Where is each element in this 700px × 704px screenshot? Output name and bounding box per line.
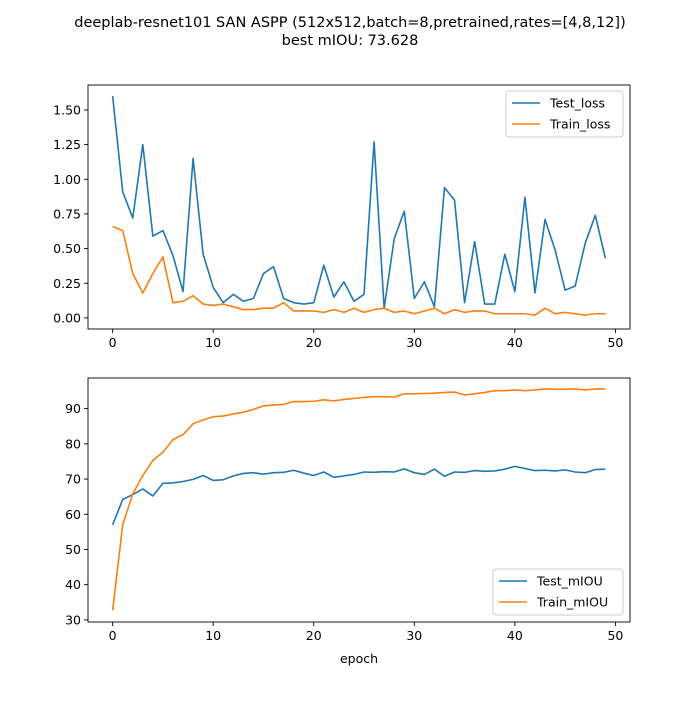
y-tick-label: 70	[65, 472, 81, 487]
y-tick-label: 60	[65, 507, 81, 522]
y-tick-label: 30	[65, 612, 81, 627]
x-tick-label: 0	[109, 335, 117, 350]
x-axis-label: epoch	[340, 651, 378, 666]
x-tick-label: 40	[507, 628, 523, 643]
x-tick-label: 30	[406, 628, 422, 643]
y-tick-label: 1.00	[53, 172, 81, 187]
legend: Test_loss Train_loss	[505, 90, 624, 138]
legend-label: Train_loss	[549, 117, 610, 132]
y-tick-label: 1.50	[53, 102, 81, 117]
train-loss-line	[112, 225, 606, 316]
y-tick-label: 90	[65, 401, 81, 416]
x-tick-label: 40	[507, 335, 523, 350]
legend-label: Train_mIOU	[536, 595, 608, 610]
x-tick-label: 20	[306, 335, 322, 350]
loss-panel: 0 10 20 30 40 50 0.00 0.25 0.50 0.75 1.00 1.25 1.50 T…	[53, 84, 631, 350]
miou-panel: 0 10 20 30 40 5030405060708090epochTest_mIOUT…	[65, 377, 631, 666]
legend: Test_mIOU Train_mIOU	[492, 568, 624, 616]
x-tick-label: 50	[607, 628, 623, 643]
test-miou-line	[111, 465, 606, 526]
chart-title-line2: best mIOU: 73.628	[282, 33, 419, 49]
y-tick-label: 0.75	[53, 206, 81, 221]
y-tick-label: 80	[65, 436, 81, 451]
x-tick-label: 50	[607, 335, 623, 350]
y-tick-label: 40	[65, 577, 81, 592]
x-tick-label: 0	[109, 628, 117, 643]
train-miou-line	[111, 388, 606, 611]
y-tick-label: 50	[65, 542, 81, 557]
legend-label: Test_loss	[549, 96, 605, 111]
chart-title-line1: deeplab-resnet101 SAN ASPP (512x512,batc…	[74, 15, 626, 31]
y-tick-label: 0.50	[53, 241, 81, 256]
y-tick-label: 1.25	[53, 137, 81, 152]
y-tick-label: 0.00	[53, 310, 81, 325]
y-tick-label: 0.25	[53, 276, 81, 291]
legend-label: Test_mIOU	[536, 574, 603, 589]
x-tick-label: 10	[205, 335, 221, 350]
axes-frame	[87, 84, 631, 330]
x-tick-label: 20	[306, 628, 322, 643]
x-tick-label: 10	[205, 628, 221, 643]
x-tick-label: 30	[406, 335, 422, 350]
axes-frame	[87, 377, 631, 623]
test-loss-line	[111, 96, 607, 310]
